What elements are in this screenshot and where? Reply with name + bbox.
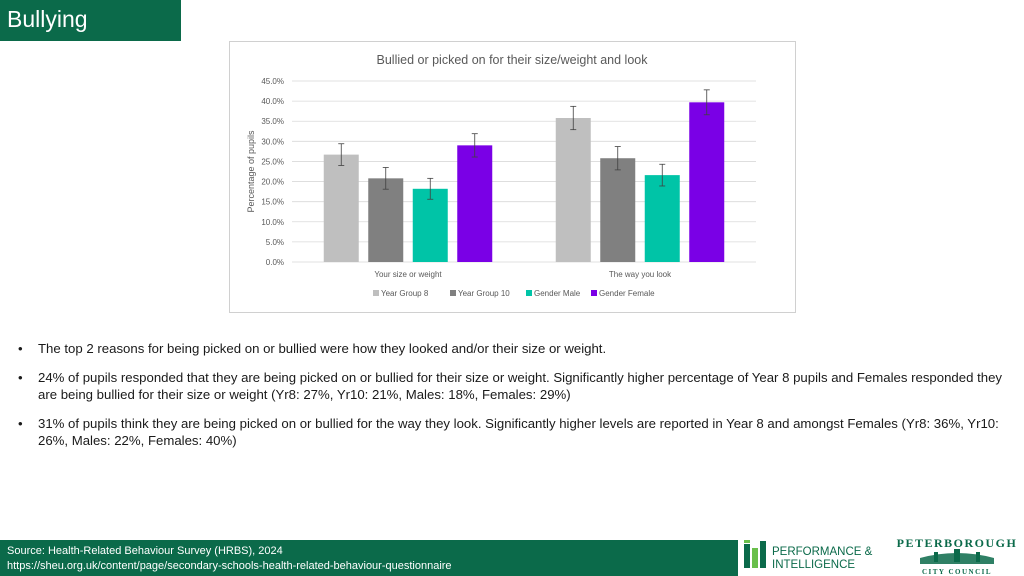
peterborough-city-council-logo: PETERBOROUGH CITY COUNCIL <box>897 536 1018 576</box>
y-tick-label: 0.0% <box>266 258 284 267</box>
bullet-text: 31% of pupils think they are being picke… <box>38 416 999 448</box>
page-title: Bullying <box>7 6 88 32</box>
bar <box>600 158 636 262</box>
bullet-text: 24% of pupils responded that they are be… <box>38 370 1003 402</box>
bar <box>412 188 448 262</box>
legend-swatch <box>591 290 597 296</box>
y-axis-label: Percentage of pupils <box>246 130 256 213</box>
legend-label: Gender Female <box>599 289 655 298</box>
bar <box>555 118 591 262</box>
y-tick-label: 5.0% <box>266 238 284 247</box>
logo-text-line2: INTELLIGENCE <box>772 559 855 571</box>
bullet-text: The top 2 reasons for being picked on or… <box>38 341 607 356</box>
y-tick-label: 10.0% <box>261 218 284 227</box>
y-tick-label: 35.0% <box>261 117 284 126</box>
title-banner: Bullying <box>0 0 181 41</box>
bar <box>368 178 404 262</box>
legend-label: Year Group 8 <box>381 289 429 298</box>
x-category-label: Your size or weight <box>374 270 442 279</box>
bullet-marker: • <box>18 341 23 356</box>
source-url: https://sheu.org.uk/content/page/seconda… <box>7 560 452 572</box>
x-category-label: The way you look <box>609 270 672 279</box>
chart-title: Bullied or picked on for their size/weig… <box>377 53 649 67</box>
y-tick-label: 30.0% <box>261 137 284 146</box>
bullet-item: • 24% of pupils responded that they are … <box>16 369 1006 403</box>
bar <box>689 102 725 262</box>
legend-swatch <box>526 290 532 296</box>
legend-label: Year Group 10 <box>458 289 510 298</box>
bar <box>323 154 359 262</box>
y-tick-label: 15.0% <box>261 198 284 207</box>
y-tick-label: 25.0% <box>261 157 284 166</box>
performance-intelligence-logo: PERFORMANCE & INTELLIGENCE <box>744 540 873 571</box>
logo-text-line1: PERFORMANCE & <box>772 546 873 558</box>
y-tick-label: 20.0% <box>261 178 284 187</box>
bar <box>644 175 680 262</box>
bullet-marker: • <box>18 370 23 385</box>
source-footer: Source: Health-Related Behaviour Survey … <box>0 540 738 576</box>
logo-text-line1: PETERBOROUGH <box>897 536 1018 550</box>
legend-swatch <box>450 290 456 296</box>
bar-chart: Bullied or picked on for their size/weig… <box>246 53 756 298</box>
y-tick-label: 45.0% <box>261 77 284 86</box>
bar-chart-panel: Bullied or picked on for their size/weig… <box>229 41 796 313</box>
bullet-item: • The top 2 reasons for being picked on … <box>16 340 1006 357</box>
legend-swatch <box>373 290 379 296</box>
y-tick-label: 40.0% <box>261 97 284 106</box>
bullet-item: • 31% of pupils think they are being pic… <box>16 415 1006 449</box>
logo-text-line2: CITY COUNCIL <box>922 568 992 576</box>
bar <box>457 145 493 262</box>
source-citation: Source: Health-Related Behaviour Survey … <box>7 545 283 557</box>
bullet-marker: • <box>18 416 23 431</box>
legend-label: Gender Male <box>534 289 581 298</box>
bullet-list: • The top 2 reasons for being picked on … <box>16 340 1006 461</box>
